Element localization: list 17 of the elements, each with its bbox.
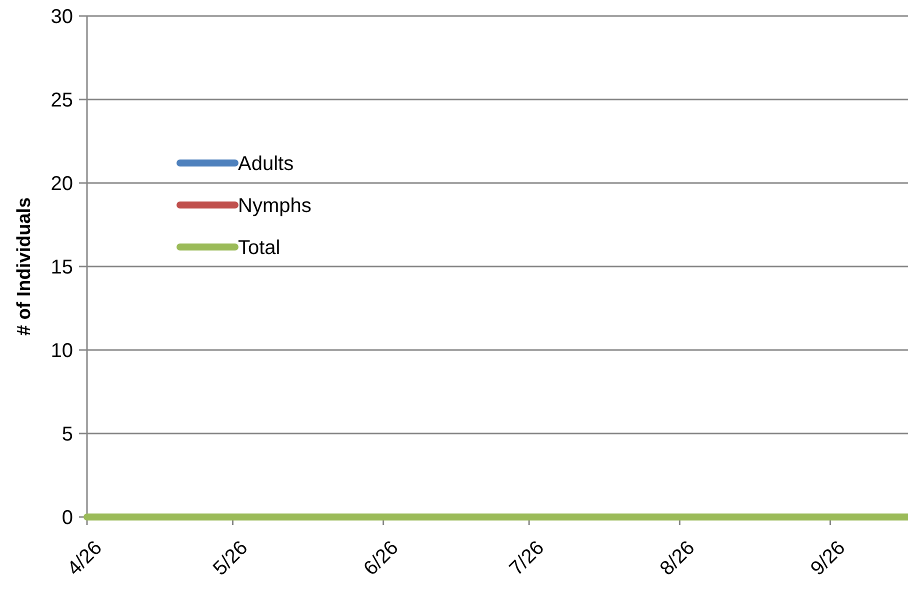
y-axis-title: # of Individuals — [14, 197, 35, 336]
y-tick-label: 30 — [50, 6, 73, 28]
y-tick-label: 0 — [62, 507, 73, 529]
legend-label: Adults — [238, 153, 294, 175]
y-tick-label: 10 — [50, 340, 73, 362]
x-tick-label: 5/26 — [209, 536, 252, 580]
x-tick-label: 6/26 — [360, 536, 403, 580]
legend-label: Nymphs — [238, 195, 312, 217]
x-tick-label: 4/26 — [63, 536, 106, 580]
y-tick-label: 20 — [50, 173, 73, 195]
y-tick-label: 15 — [50, 256, 73, 278]
x-tick-label: 7/26 — [505, 536, 549, 580]
legend-label: Total — [238, 237, 280, 259]
x-tick-label: 8/26 — [656, 536, 700, 580]
x-tick-label: 9/26 — [806, 536, 850, 580]
y-tick-label: 25 — [50, 90, 73, 112]
y-tick-label: 5 — [62, 424, 73, 446]
